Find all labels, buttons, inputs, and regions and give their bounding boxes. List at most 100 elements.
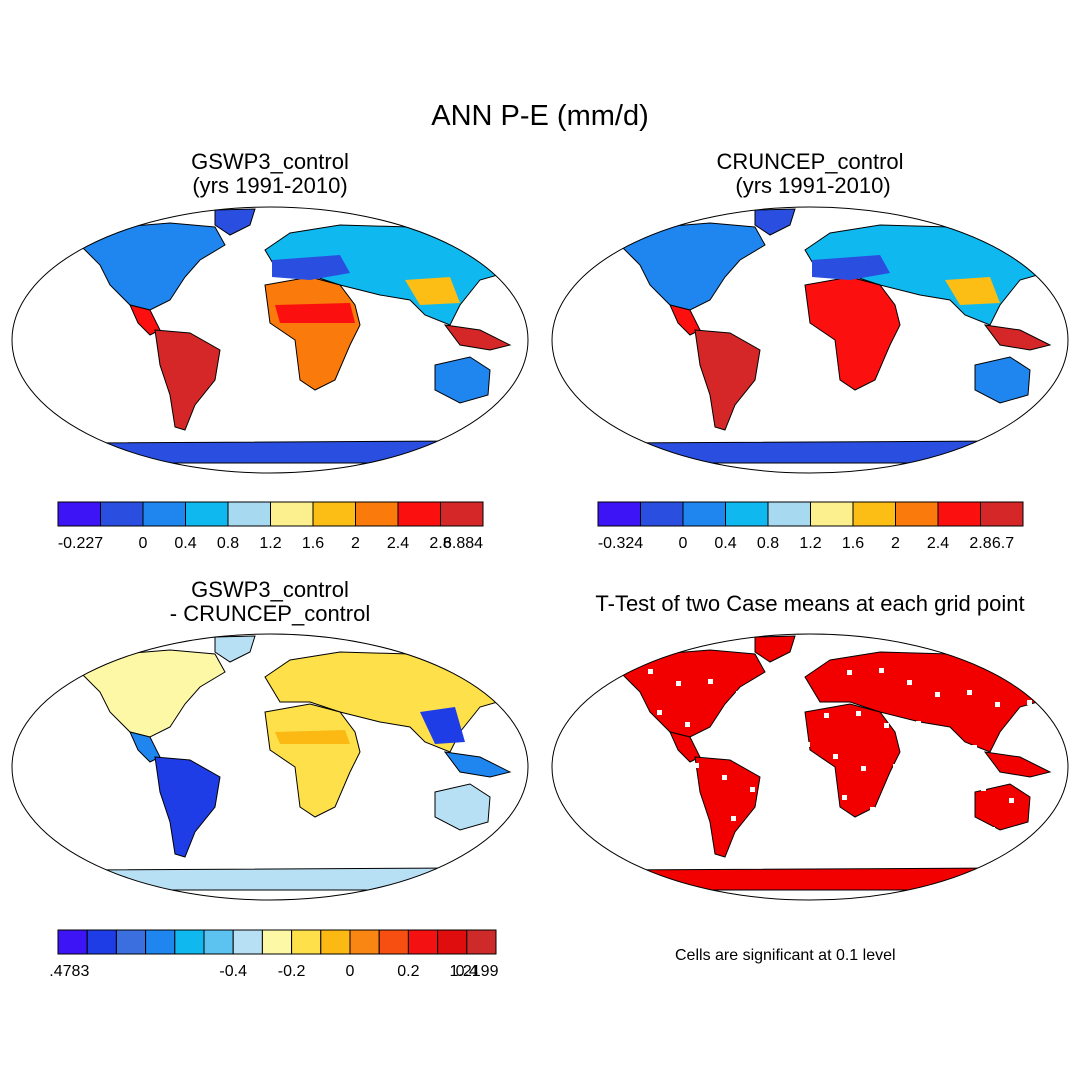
colorbar-label: -0.2 bbox=[278, 963, 306, 980]
colorbar-swatch bbox=[142, 501, 186, 527]
colorbar-label: -1.4783 bbox=[50, 963, 89, 980]
land-namerica bbox=[619, 222, 766, 311]
colorbar-label: 1.2 bbox=[799, 535, 821, 552]
land-australia bbox=[974, 783, 1031, 831]
insignificant-cell bbox=[856, 711, 861, 716]
colorbar-swatch bbox=[185, 501, 229, 527]
insignificant-cell bbox=[653, 724, 658, 729]
colorbar-label: 0.8 bbox=[217, 535, 239, 552]
insignificant-cell bbox=[824, 713, 829, 718]
colorbar-label: 0.2 bbox=[397, 963, 419, 980]
colorbar-label: 0 bbox=[679, 535, 688, 552]
insignificant-cell bbox=[787, 660, 792, 665]
land-namerica bbox=[619, 649, 766, 738]
insignificant-cell bbox=[981, 786, 986, 791]
insignificant-cell bbox=[699, 818, 704, 823]
region-south-asia bbox=[405, 277, 460, 305]
colorbar-label: 2 bbox=[891, 535, 900, 552]
panel-title-difference: GSWP3_control - CRUNCEP_control bbox=[120, 578, 420, 626]
insignificant-cell bbox=[736, 691, 741, 696]
land-africa bbox=[804, 276, 901, 391]
colorbar-swatch bbox=[597, 501, 641, 527]
colorbar-label: 0.4 bbox=[174, 535, 196, 552]
panel-title-cruncep: CRUNCEP_control (yrs 1991-2010) bbox=[660, 150, 960, 198]
colorbar-label: 0 bbox=[139, 535, 148, 552]
insignificant-cell bbox=[750, 787, 755, 792]
insignificant-cell bbox=[833, 754, 838, 759]
colorbar-swatch bbox=[407, 929, 439, 955]
colorbar-label: 6.884 bbox=[443, 535, 483, 552]
insignificant-cell bbox=[745, 732, 750, 737]
region-south-asia bbox=[945, 277, 1000, 305]
colorbar-label: 1.2199 bbox=[450, 963, 499, 980]
insignificant-cell bbox=[972, 745, 977, 750]
insignificant-cell bbox=[898, 819, 903, 824]
map-frame bbox=[551, 206, 1069, 474]
land-samerica bbox=[694, 329, 761, 431]
panel-title-line1: CRUNCEP_control bbox=[716, 149, 904, 174]
insignificant-cell bbox=[713, 734, 718, 739]
colorbar-swatch bbox=[397, 501, 441, 527]
colorbar-swatch bbox=[725, 501, 769, 527]
colorbar-swatch bbox=[895, 501, 939, 527]
insignificant-cell bbox=[1041, 796, 1046, 801]
colorbar-swatch bbox=[100, 501, 144, 527]
insignificant-cell bbox=[884, 723, 889, 728]
land-antarctica bbox=[79, 867, 461, 891]
insignificant-cell bbox=[935, 692, 940, 697]
colorbar-label: 0.4 bbox=[714, 535, 736, 552]
land-africa bbox=[804, 703, 901, 818]
colorbar-label: 0.8 bbox=[757, 535, 779, 552]
colorbar-label: 0 bbox=[346, 963, 355, 980]
panel-title-line1: GSWP3_control bbox=[191, 149, 349, 174]
map-difference bbox=[11, 633, 529, 901]
panel-title-line2: (yrs 1991-2010) bbox=[192, 173, 348, 198]
land-africa bbox=[264, 703, 361, 818]
insignificant-cell bbox=[1032, 755, 1037, 760]
colorbar-swatch bbox=[291, 929, 322, 955]
insignificant-cell bbox=[916, 721, 921, 726]
land-seasia bbox=[983, 751, 1052, 778]
panel-title-line1: T-Test of two Case means at each grid po… bbox=[595, 591, 1025, 616]
significance-note: Cells are significant at 0.1 level bbox=[675, 947, 896, 964]
land-africa bbox=[264, 276, 361, 391]
map-frame bbox=[551, 633, 1069, 901]
colorbar-swatch bbox=[115, 929, 147, 955]
insignificant-cell bbox=[990, 827, 995, 832]
panel-title-ttest: T-Test of two Case means at each grid po… bbox=[540, 592, 1080, 616]
colorbar-label: 1.6 bbox=[842, 535, 864, 552]
insignificant-cell bbox=[657, 710, 662, 715]
colorbar-swatch bbox=[378, 929, 409, 955]
insignificant-cell bbox=[893, 764, 898, 769]
insignificant-cell bbox=[1027, 700, 1032, 705]
colorbar-swatch bbox=[466, 929, 497, 955]
region-south-asia bbox=[420, 707, 465, 744]
panel-title-line2: (yrs 1991-2010) bbox=[729, 173, 891, 198]
insignificant-cell bbox=[930, 817, 935, 822]
colorbar-swatch bbox=[232, 929, 263, 955]
land-greenland bbox=[214, 635, 256, 663]
land-greenland bbox=[754, 635, 796, 663]
main-title: ANN P-E (mm/d) bbox=[431, 100, 649, 132]
land-seasia bbox=[983, 324, 1052, 351]
insignificant-cell bbox=[842, 795, 847, 800]
colorbar-swatch bbox=[937, 501, 981, 527]
land-samerica bbox=[694, 756, 761, 858]
insignificant-cell bbox=[921, 776, 926, 781]
insignificant-cell bbox=[810, 797, 815, 802]
colorbar-swatch bbox=[349, 929, 380, 955]
insignificant-cell bbox=[639, 808, 644, 813]
insignificant-cell bbox=[907, 680, 912, 685]
colorbar-swatch bbox=[57, 501, 101, 527]
panel-title-line2: - CRUNCEP_control bbox=[169, 601, 371, 626]
insignificant-cell bbox=[620, 657, 625, 662]
colorbar-label: 2.8 bbox=[969, 535, 991, 552]
colorbar-label: 2.8 bbox=[429, 535, 451, 552]
insignificant-cell bbox=[944, 733, 949, 738]
colorbar-swatch bbox=[437, 929, 468, 955]
colorbar-swatch bbox=[640, 501, 684, 527]
colorbar-label: 6.7 bbox=[992, 535, 1014, 552]
colorbar-swatch bbox=[852, 501, 896, 527]
colorbar-swatch bbox=[355, 501, 399, 527]
insignificant-cell bbox=[671, 806, 676, 811]
